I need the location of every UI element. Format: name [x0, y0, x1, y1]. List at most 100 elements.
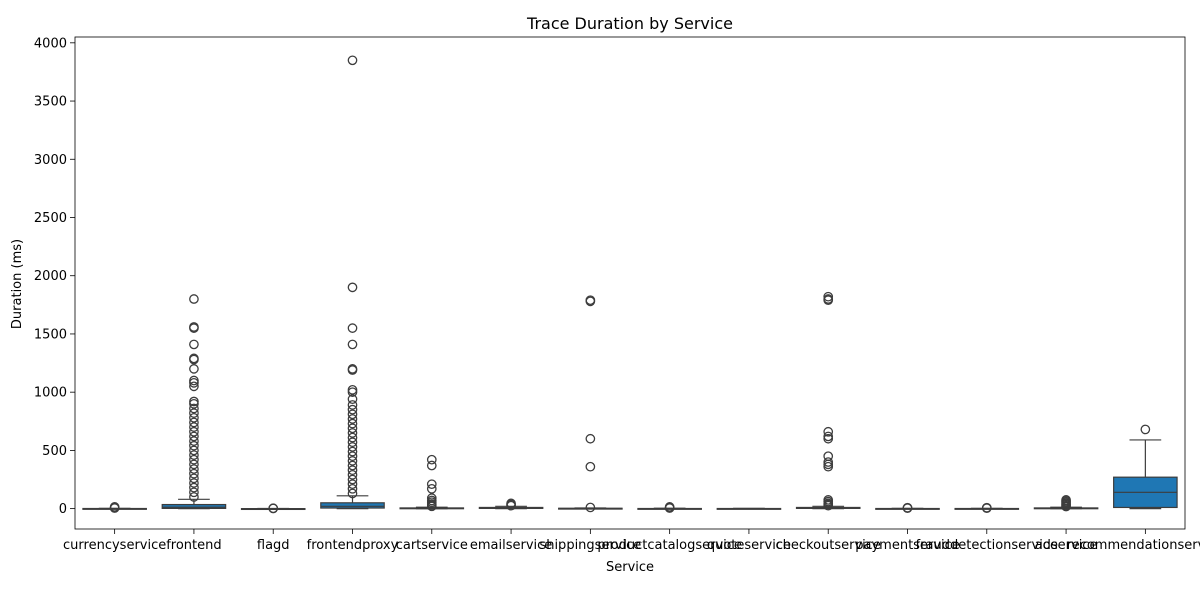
- outlier-point: [506, 498, 516, 509]
- outlier-point: [426, 460, 437, 471]
- outlier-point: [426, 479, 437, 490]
- outlier-point: [426, 493, 437, 503]
- outlier-point: [189, 294, 199, 304]
- outlier-point: [823, 451, 834, 462]
- outlier-point: [347, 282, 358, 293]
- outlier-point: [189, 322, 199, 332]
- outlier-point: [347, 446, 358, 457]
- x-tick-label: currencyservice: [63, 538, 166, 553]
- y-axis-label: Duration (ms): [10, 239, 25, 329]
- outlier-point: [823, 457, 834, 467]
- x-tick-label: paymentservice: [855, 538, 959, 553]
- outlier-point: [189, 403, 199, 414]
- outlier-point: [189, 436, 199, 446]
- plot-frame: [74, 36, 1186, 530]
- outlier-point: [189, 408, 199, 418]
- box-group: [161, 294, 227, 510]
- outlier-point: [585, 295, 596, 306]
- outlier-point: [189, 431, 199, 442]
- box-group: [558, 295, 623, 513]
- outlier-point: [347, 474, 358, 485]
- outlier-point: [823, 495, 834, 505]
- outlier-point: [189, 339, 199, 350]
- y-tick-label: 1000: [34, 386, 67, 401]
- outlier-point: [823, 426, 834, 437]
- x-tick-label: recommendationservice: [1067, 538, 1200, 553]
- outlier-point: [347, 364, 358, 374]
- outlier-point: [189, 468, 199, 479]
- outlier-point: [347, 323, 358, 333]
- outlier-point: [347, 488, 358, 499]
- y-tick-label: 2000: [34, 269, 67, 284]
- x-tick-label: frontend: [166, 538, 221, 553]
- box-group: [1033, 495, 1099, 512]
- x-tick-label: shippingservice: [539, 538, 641, 553]
- outlier-point: [347, 451, 358, 462]
- outlier-point: [585, 433, 596, 444]
- outlier-point: [189, 412, 199, 423]
- y-tick-label: 500: [42, 444, 67, 459]
- x-tick-label: emailservice: [470, 538, 552, 553]
- x-tick-label: adservice: [1035, 538, 1098, 553]
- outlier-point: [189, 445, 199, 456]
- outlier-point: [189, 353, 199, 364]
- box-group: [637, 502, 702, 513]
- outlier-point: [347, 465, 358, 476]
- outlier-point: [189, 482, 199, 493]
- x-tick-label: quoteservice: [707, 538, 791, 553]
- outlier-point: [189, 492, 199, 502]
- outlier-point: [347, 423, 358, 434]
- x-tick-label: productcatalogservice: [597, 538, 742, 553]
- outlier-point: [347, 409, 358, 420]
- outlier-point: [189, 375, 199, 386]
- box-group: [716, 507, 782, 510]
- outlier-point: [426, 454, 437, 465]
- outlier-point: [347, 428, 358, 438]
- outlier-point: [109, 502, 120, 512]
- box-group: [82, 502, 147, 513]
- outlier-point: [189, 440, 199, 451]
- box-group: [240, 503, 306, 514]
- outlier-point: [347, 483, 358, 494]
- outlier-point: [347, 339, 358, 350]
- outlier-point: [189, 381, 199, 392]
- outlier-point: [347, 400, 358, 410]
- plot-area: [82, 55, 1178, 514]
- box-group: [795, 291, 861, 511]
- outlier-point: [585, 461, 596, 472]
- y-tick-label: 3000: [34, 153, 67, 168]
- outlier-point: [347, 418, 358, 429]
- x-tick-label: frontendproxy: [307, 538, 399, 553]
- outlier-point: [347, 437, 358, 448]
- x-tick-label: checkoutservice: [775, 538, 880, 553]
- box-group: [875, 502, 940, 514]
- x-tick-label: frauddetectionservice: [916, 538, 1058, 553]
- outlier-point: [189, 422, 199, 432]
- box-iqr: [161, 503, 227, 509]
- outlier-point: [1140, 424, 1151, 435]
- outlier-point: [189, 478, 199, 488]
- y-tick-label: 4000: [34, 36, 67, 51]
- outlier-point: [347, 55, 358, 66]
- y-tick-label: 2500: [34, 211, 67, 226]
- outlier-point: [347, 394, 358, 405]
- outlier-point: [347, 384, 358, 395]
- outlier-point: [347, 414, 358, 424]
- outlier-point: [664, 502, 675, 512]
- x-tick-label: cartservice: [396, 538, 468, 553]
- outlier-point: [189, 487, 199, 498]
- outlier-point: [347, 404, 358, 415]
- outlier-point: [189, 450, 199, 460]
- outlier-point: [189, 454, 199, 465]
- box-group: [954, 502, 1020, 514]
- outlier-point: [585, 502, 596, 513]
- outlier-point: [1061, 495, 1071, 505]
- outlier-point: [189, 464, 199, 474]
- x-axis-label: Service: [606, 560, 654, 575]
- box-group: [478, 498, 544, 511]
- y-tick-label: 0: [59, 502, 67, 517]
- box-group: [320, 55, 385, 510]
- outlier-point: [189, 426, 199, 437]
- outlier-point: [347, 460, 358, 471]
